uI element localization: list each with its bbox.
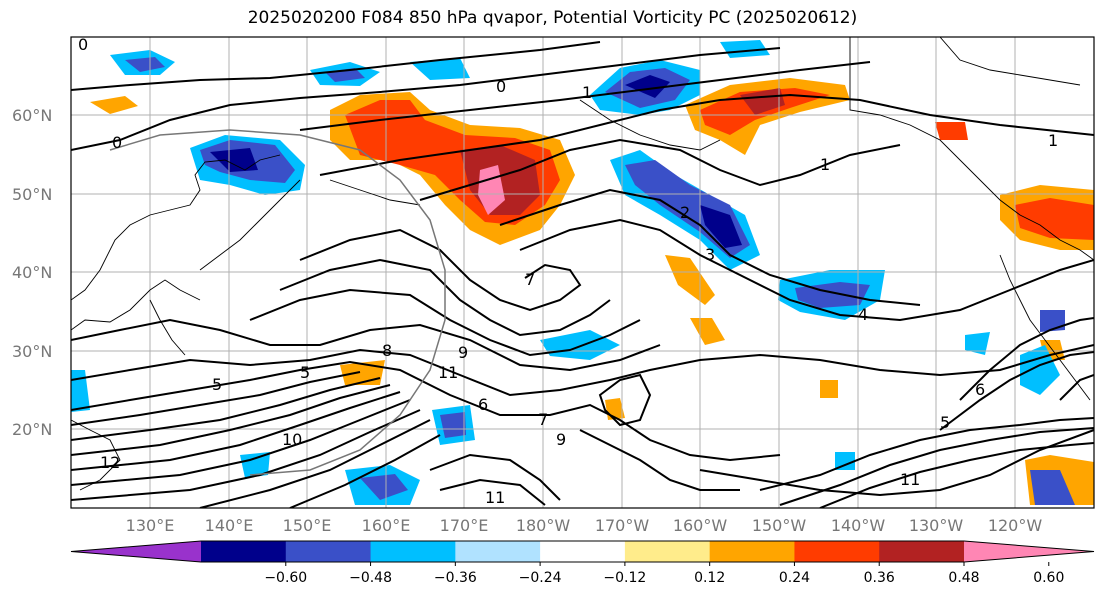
colorbar-extend-high [964, 541, 1094, 562]
lon-label: 160°W [673, 516, 728, 535]
contour-labels: 0 0 0 1 1 1 2 3 4 5 5 5 6 6 7 7 8 9 9 10… [78, 35, 1058, 507]
latitude-labels: 60°N 50°N 40°N 30°N 20°N [12, 106, 52, 439]
contour-label: 6 [975, 380, 985, 399]
colorbar-segment [540, 541, 626, 562]
contour-label: 9 [556, 430, 566, 449]
graticule [71, 37, 1094, 508]
colorbar-tick-label: −0.60 [264, 570, 307, 586]
map-title: 2025020200 F084 850 hPa qvapor, Potentia… [247, 8, 858, 28]
coastlines [71, 37, 1094, 491]
lon-label: 130°W [909, 516, 964, 535]
longitude-labels: 130°E 140°E 150°E 160°E 170°E 180°W 170°… [126, 516, 1043, 535]
contour-label: 5 [300, 363, 310, 382]
colorbar-tick-label: −0.36 [434, 570, 477, 586]
lat-label: 30°N [12, 342, 52, 361]
contour-label: 12 [100, 453, 120, 472]
colorbar-tick-label: 0.36 [864, 570, 895, 586]
lat-label: 60°N [12, 106, 52, 125]
lon-label: 150°W [752, 516, 807, 535]
colorbar-tick-label: 0.24 [779, 570, 810, 586]
colorbar-extend-low [71, 541, 201, 562]
contour-label: 0 [112, 133, 122, 152]
contour-label: 7 [525, 270, 535, 289]
contour-label: 1 [820, 155, 830, 174]
contour-label: 6 [478, 395, 488, 414]
colorbar-segment [624, 541, 711, 562]
contour-label: 0 [496, 77, 506, 96]
contour-label: 1 [1048, 131, 1058, 150]
colorbar-segment [285, 541, 372, 562]
colorbar-segment [709, 541, 795, 562]
colorbar-tick-label: 0.60 [1033, 570, 1064, 586]
lat-label: 20°N [12, 420, 52, 439]
colorbar-tick-label: −0.12 [603, 570, 646, 586]
colorbar-tick-label: 0.48 [948, 570, 979, 586]
contour-label: 11 [485, 488, 505, 507]
lon-label: 180°W [516, 516, 571, 535]
lon-label: 170°E [440, 516, 489, 535]
contour-label: 1 [582, 83, 592, 102]
lon-label: 130°E [126, 516, 175, 535]
contour-label: 11 [900, 470, 920, 489]
lon-label: 140°E [205, 516, 254, 535]
contour-label: 10 [282, 430, 302, 449]
range-ring [109, 129, 446, 476]
lon-label: 160°E [362, 516, 411, 535]
colorbar-tick-label: −0.24 [519, 570, 562, 586]
map-panel: 0 0 0 1 1 1 2 3 4 5 5 5 6 6 7 7 8 9 9 10… [71, 35, 1094, 508]
contour-label: 9 [458, 343, 468, 362]
contour-label: 11 [438, 363, 458, 382]
colorbar-tick-label: −0.48 [349, 570, 392, 586]
contour-label: 7 [538, 410, 548, 429]
colorbar-segment [201, 541, 287, 562]
colorbar: −0.60 −0.48 −0.36 −0.24 −0.12 0.12 0.24 0.36 0.4… [70, 540, 1095, 586]
colorbar-segment [879, 541, 965, 562]
lon-label: 170°W [595, 516, 650, 535]
contour-label: 0 [78, 35, 88, 54]
contour-label: 5 [940, 413, 950, 432]
lon-label: 120°W [988, 516, 1043, 535]
lon-label: 140°W [831, 516, 886, 535]
contour-label: 3 [705, 245, 715, 264]
colorbar-segment [455, 541, 541, 562]
lon-label: 150°E [283, 516, 332, 535]
pv-contours [71, 41, 1094, 508]
colorbar-tick-label: 0.12 [694, 570, 725, 586]
contour-label: 4 [858, 305, 868, 324]
contour-label: 5 [212, 375, 222, 394]
lat-label: 40°N [12, 263, 52, 282]
colorbar-segment [370, 541, 456, 562]
lat-label: 50°N [12, 185, 52, 204]
colorbar-segment [794, 541, 880, 562]
contour-label: 2 [680, 203, 690, 222]
contour-label: 8 [382, 341, 392, 360]
map-frame [70, 36, 1095, 509]
colorbar-outline [70, 540, 1095, 563]
